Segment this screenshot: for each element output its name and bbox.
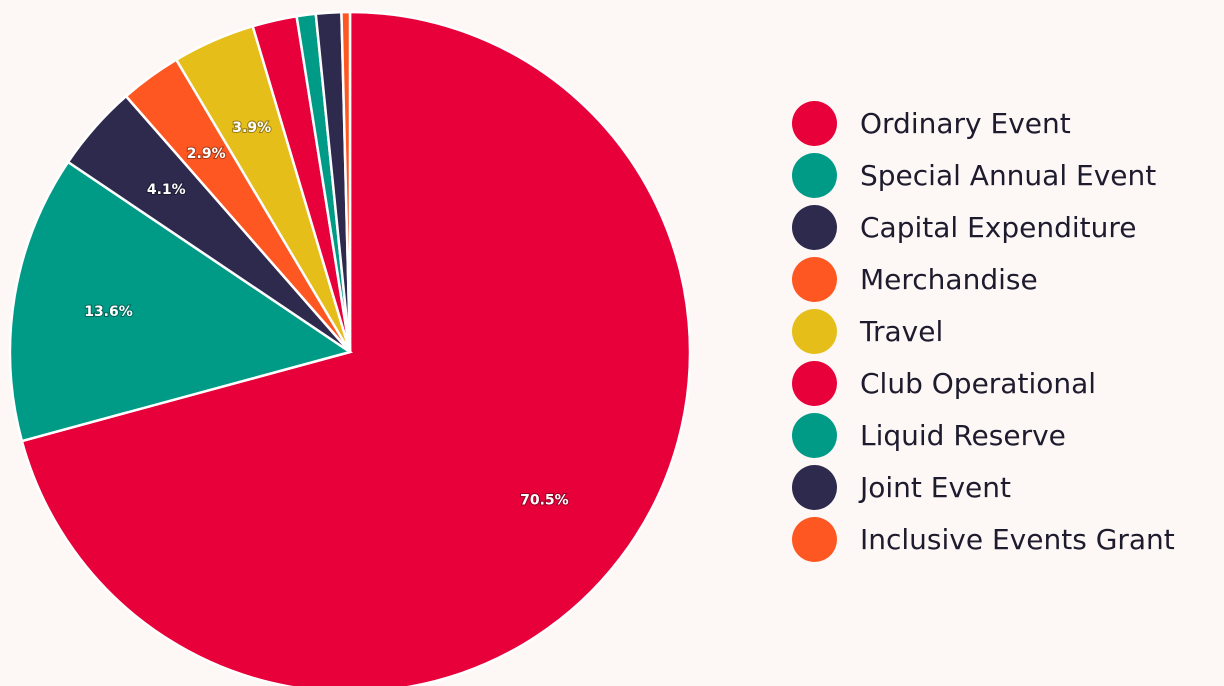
legend-item: Liquid Reserve <box>792 409 1222 461</box>
legend-swatch <box>792 412 837 458</box>
pie-slice-inclusive-events-grant <box>340 10 352 353</box>
legend-label: Special Annual Event <box>860 158 1157 192</box>
legend-swatch <box>792 152 837 198</box>
legend-label: Travel <box>860 314 944 348</box>
legend-item: Special Annual Event <box>792 149 1222 201</box>
legend-label: Merchandise <box>860 262 1038 296</box>
pie-slice-ordinary-event <box>20 10 692 686</box>
legend-item: Joint Event <box>792 461 1222 513</box>
data-label-ordinary-event: 70.5% <box>520 493 569 509</box>
data-label-travel: 3.9% <box>232 120 271 136</box>
legend-label: Inclusive Events Grant <box>860 522 1175 556</box>
legend-label: Capital Expenditure <box>860 210 1137 244</box>
legend-label: Club Operational <box>860 366 1097 400</box>
legend-item: Ordinary Event <box>792 97 1222 149</box>
data-label-merchandise: 2.9% <box>187 146 226 162</box>
legend-label: Liquid Reserve <box>860 418 1066 452</box>
legend-item: Inclusive Events Grant <box>792 513 1222 565</box>
legend-swatch <box>792 516 837 562</box>
legend-swatch <box>792 464 837 510</box>
data-label-special-annual-event: 13.6% <box>84 304 133 320</box>
legend-label: Ordinary Event <box>860 106 1071 140</box>
legend-item: Capital Expenditure <box>792 201 1222 253</box>
legend-swatch <box>792 256 837 302</box>
legend-swatch <box>792 204 837 250</box>
data-label-capital-expenditure: 4.1% <box>147 182 186 198</box>
legend-swatch <box>792 100 837 146</box>
legend-item: Club Operational <box>792 357 1222 409</box>
legend-swatch <box>792 360 837 406</box>
pie-slices <box>8 10 692 686</box>
pie-labels: 70.5% 13.6% 4.1% 2.9% 3.9% <box>83 119 569 510</box>
legend-swatch <box>792 308 837 354</box>
pie-slice-special-annual-event <box>8 160 353 443</box>
legend: Ordinary Event Special Annual Event Capita… <box>792 97 1222 565</box>
legend-item: Travel <box>792 305 1222 357</box>
legend-item: Merchandise <box>792 253 1222 305</box>
legend-label: Joint Event <box>860 470 1012 504</box>
